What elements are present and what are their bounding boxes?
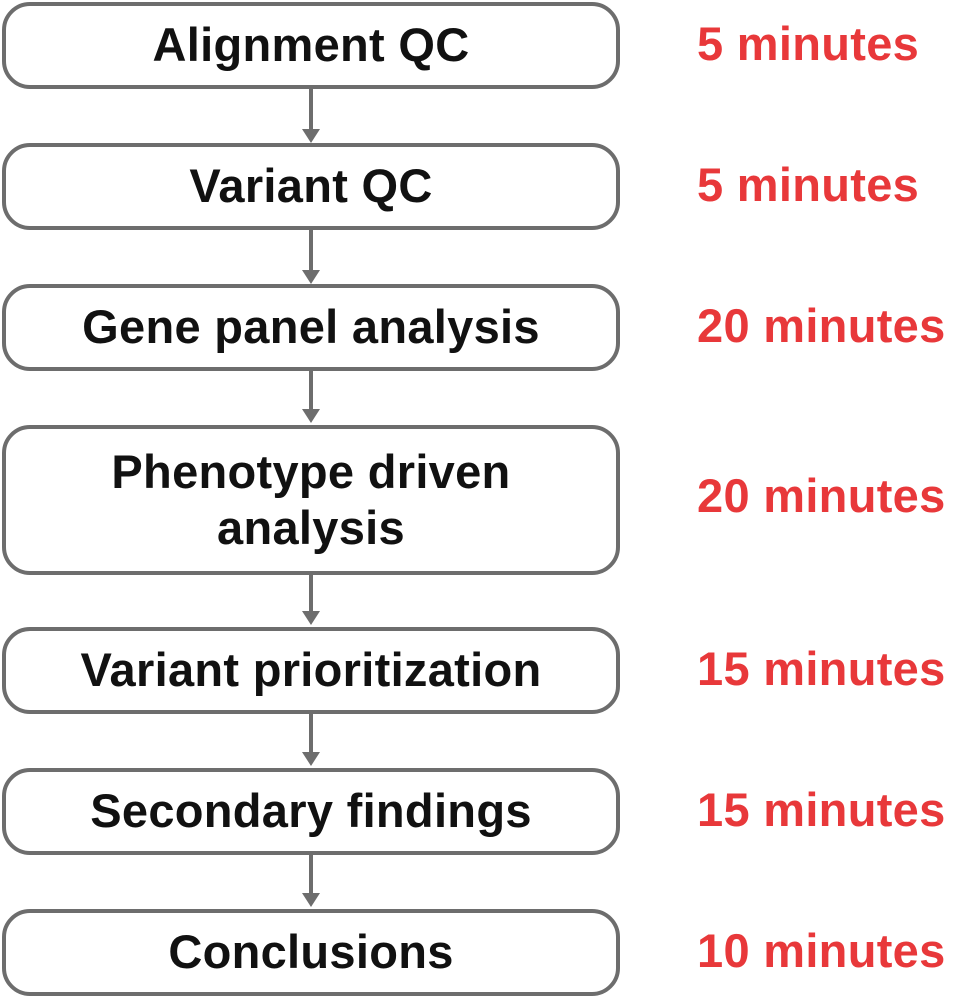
step-box-variant-qc: Variant QC xyxy=(2,143,620,230)
step-label: Gene panel analysis xyxy=(82,300,540,354)
step-label: Variant prioritization xyxy=(80,643,542,697)
step-label: Conclusions xyxy=(168,925,454,979)
step-label: Secondary findings xyxy=(90,784,532,838)
step-box-secondary-findings: Secondary findings xyxy=(2,768,620,855)
step-time: 20 minutes xyxy=(697,469,946,522)
step-time: 20 minutes xyxy=(697,299,946,352)
step-time: 5 minutes xyxy=(697,17,920,70)
step-box-gene-panel-analysis: Gene panel analysis xyxy=(2,284,620,371)
step-time: 15 minutes xyxy=(697,783,946,836)
step-box-conclusions: Conclusions xyxy=(2,909,620,996)
step-box-variant-prioritization: Variant prioritization xyxy=(2,627,620,714)
step-label: Variant QC xyxy=(189,159,433,213)
step-box-phenotype-driven-analysis: Phenotype driven analysis xyxy=(2,425,620,575)
step-time: 5 minutes xyxy=(697,158,920,211)
step-label: Alignment QC xyxy=(152,18,470,72)
step-box-alignment-qc: Alignment QC xyxy=(2,2,620,89)
step-time: 10 minutes xyxy=(697,924,946,977)
step-time: 15 minutes xyxy=(697,642,946,695)
step-label: Phenotype driven analysis xyxy=(111,444,511,554)
